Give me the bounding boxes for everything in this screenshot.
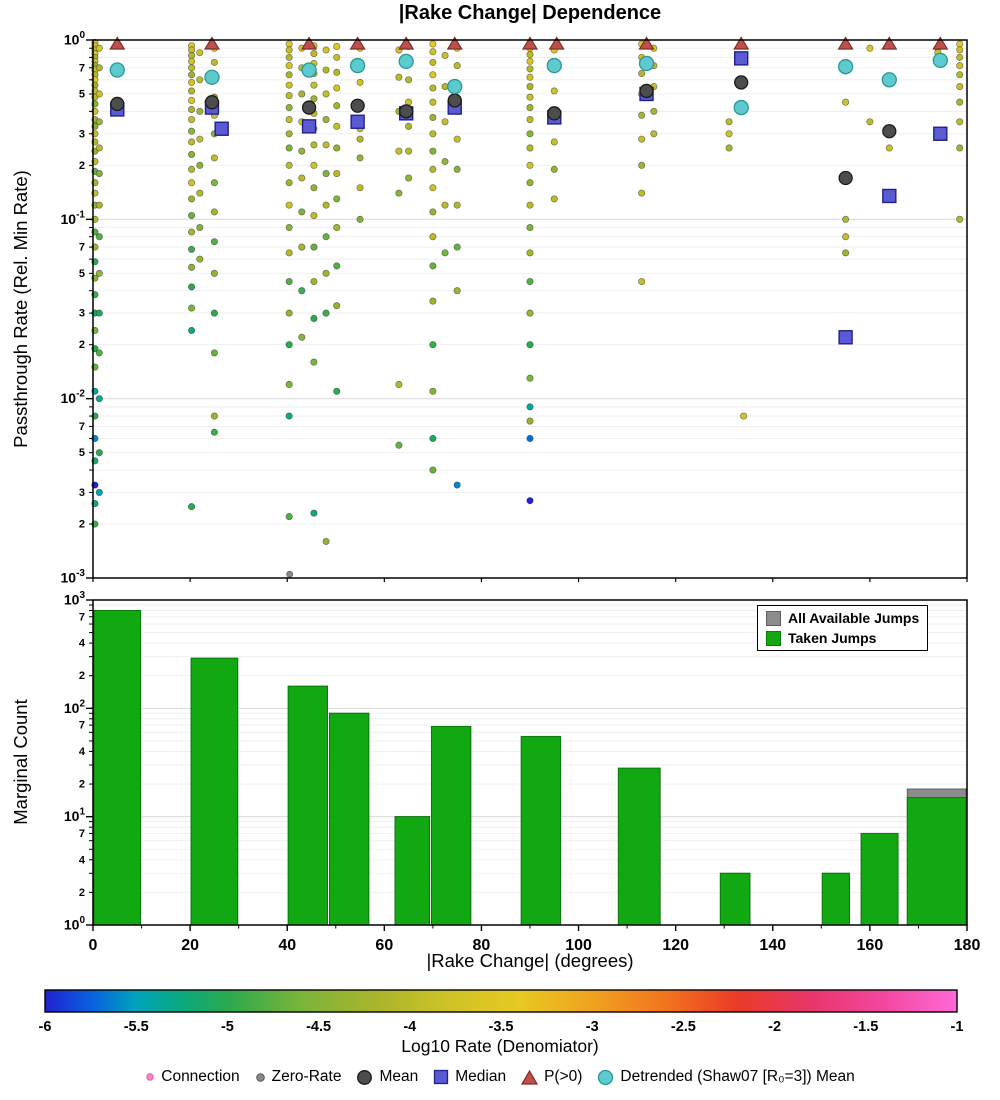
svg-text:160: 160 (857, 937, 884, 954)
svg-text:7: 7 (79, 611, 85, 623)
svg-text:120: 120 (662, 937, 689, 954)
top-y-axis-label: Passthrough Rate (Rel. Min Rate) (10, 170, 31, 448)
legend-label-taken-jumps: Taken Jumps (788, 630, 877, 646)
legend-item-available-jumps: All Available Jumps (766, 610, 919, 626)
svg-text:-3.5: -3.5 (489, 1019, 514, 1035)
svg-text:2: 2 (79, 339, 85, 351)
legend-item-median: Median (433, 1068, 506, 1086)
legend-label-zero-rate: Zero-Rate (271, 1068, 342, 1085)
svg-text:-1: -1 (951, 1019, 964, 1035)
available-jumps-swatch (766, 610, 781, 626)
histogram-bars (93, 609, 967, 926)
svg-text:-4.5: -4.5 (306, 1019, 331, 1035)
scatter-points (91, 38, 964, 578)
colorbar: -6 -5.5 -5 -4.5 -4 -3.5 -3 -2.5 -2 -1.5 -1 (39, 989, 964, 1035)
histogram-legend: All Available Jumps Taken Jumps (757, 605, 929, 651)
svg-text:2: 2 (79, 887, 85, 899)
svg-text:3: 3 (79, 308, 85, 320)
svg-text:2: 2 (79, 779, 85, 791)
svg-text:2: 2 (79, 670, 85, 682)
svg-text:7: 7 (79, 421, 85, 433)
summary-markers (109, 36, 949, 345)
svg-text:3: 3 (79, 128, 85, 140)
svg-text:2: 2 (79, 519, 85, 531)
legend-label-connection: Connection (161, 1068, 240, 1085)
svg-text:-5.5: -5.5 (124, 1019, 149, 1035)
svg-text:101: 101 (64, 807, 86, 825)
median-marker-icon (434, 1069, 449, 1085)
svg-text:-2: -2 (768, 1019, 781, 1035)
legend-label-median: Median (455, 1068, 507, 1085)
svg-text:-3: -3 (586, 1019, 599, 1035)
svg-text:4: 4 (79, 854, 86, 866)
svg-text:10-2: 10-2 (61, 389, 86, 407)
svg-text:80: 80 (473, 937, 491, 954)
svg-text:20: 20 (181, 937, 199, 954)
svg-text:4: 4 (79, 746, 86, 758)
svg-text:60: 60 (375, 937, 393, 954)
legend-label-available-jumps: All Available Jumps (788, 610, 920, 626)
detrended-marker-icon (598, 1069, 614, 1085)
bottom-panel-axes: 103 102 101 100 2 4 7 2 4 7 2 4 7 0 20 40 60 80 100 120 140 1… (64, 590, 981, 954)
svg-text:7: 7 (79, 720, 85, 732)
svg-text:100: 100 (565, 937, 592, 954)
p-gt-0-marker-icon (521, 1069, 539, 1085)
svg-text:102: 102 (64, 698, 86, 716)
legend-item-p-gt-0: P(>0) (521, 1068, 582, 1086)
taken-jumps-swatch (766, 630, 781, 646)
svg-text:100: 100 (64, 915, 86, 933)
svg-text:7: 7 (79, 62, 85, 74)
svg-text:40: 40 (278, 937, 296, 954)
x-axis-label: |Rake Change| (degrees) (426, 950, 634, 971)
svg-text:10-3: 10-3 (61, 568, 86, 586)
svg-text:7: 7 (79, 242, 85, 254)
chart-title: |Rake Change| Dependence (398, 2, 662, 24)
top-panel-axes: 100 10-1 10-2 10-3 2 3 5 7 2 3 5 7 2 3 5 7 (61, 30, 968, 586)
legend-label-p-gt-0: P(>0) (544, 1068, 583, 1085)
svg-text:7: 7 (79, 828, 85, 840)
legend-item-connection: Connection (145, 1068, 240, 1086)
svg-text:103: 103 (64, 590, 86, 608)
zero-rate-marker-icon (255, 1072, 265, 1082)
svg-text:0: 0 (89, 937, 98, 954)
legend-item-detrended: Detrended (Shaw07 [R₀=3]) Mean (597, 1068, 855, 1086)
svg-text:4: 4 (79, 638, 86, 650)
svg-text:10-1: 10-1 (61, 209, 86, 227)
legend-item-zero-rate: Zero-Rate (255, 1068, 342, 1086)
legend-label-detrended: Detrended (Shaw07 [R₀=3]) Mean (620, 1068, 855, 1085)
svg-text:3: 3 (79, 487, 85, 499)
svg-text:5: 5 (79, 268, 85, 280)
svg-text:140: 140 (759, 937, 786, 954)
legend-item-mean: Mean (356, 1068, 418, 1086)
svg-text:-5: -5 (221, 1019, 234, 1035)
mean-marker-icon (357, 1069, 373, 1085)
figure-legend: Connection Zero-Rate Mean Median P(>0) D… (0, 1068, 1000, 1086)
svg-text:180: 180 (954, 937, 981, 954)
colorbar-label: Log10 Rate (Denomiator) (401, 1036, 599, 1056)
svg-text:2: 2 (79, 160, 85, 172)
svg-text:-2.5: -2.5 (671, 1019, 696, 1035)
svg-text:5: 5 (79, 447, 85, 459)
svg-text:100: 100 (64, 30, 86, 48)
svg-text:-4: -4 (403, 1019, 416, 1035)
legend-item-taken-jumps: Taken Jumps (766, 630, 919, 646)
svg-text:-6: -6 (39, 1019, 52, 1035)
legend-label-mean: Mean (379, 1068, 419, 1085)
connection-marker-icon (146, 1073, 154, 1081)
svg-text:5: 5 (79, 88, 85, 100)
svg-text:-1.5: -1.5 (853, 1019, 878, 1035)
bottom-y-axis-label: Marginal Count (10, 699, 31, 825)
